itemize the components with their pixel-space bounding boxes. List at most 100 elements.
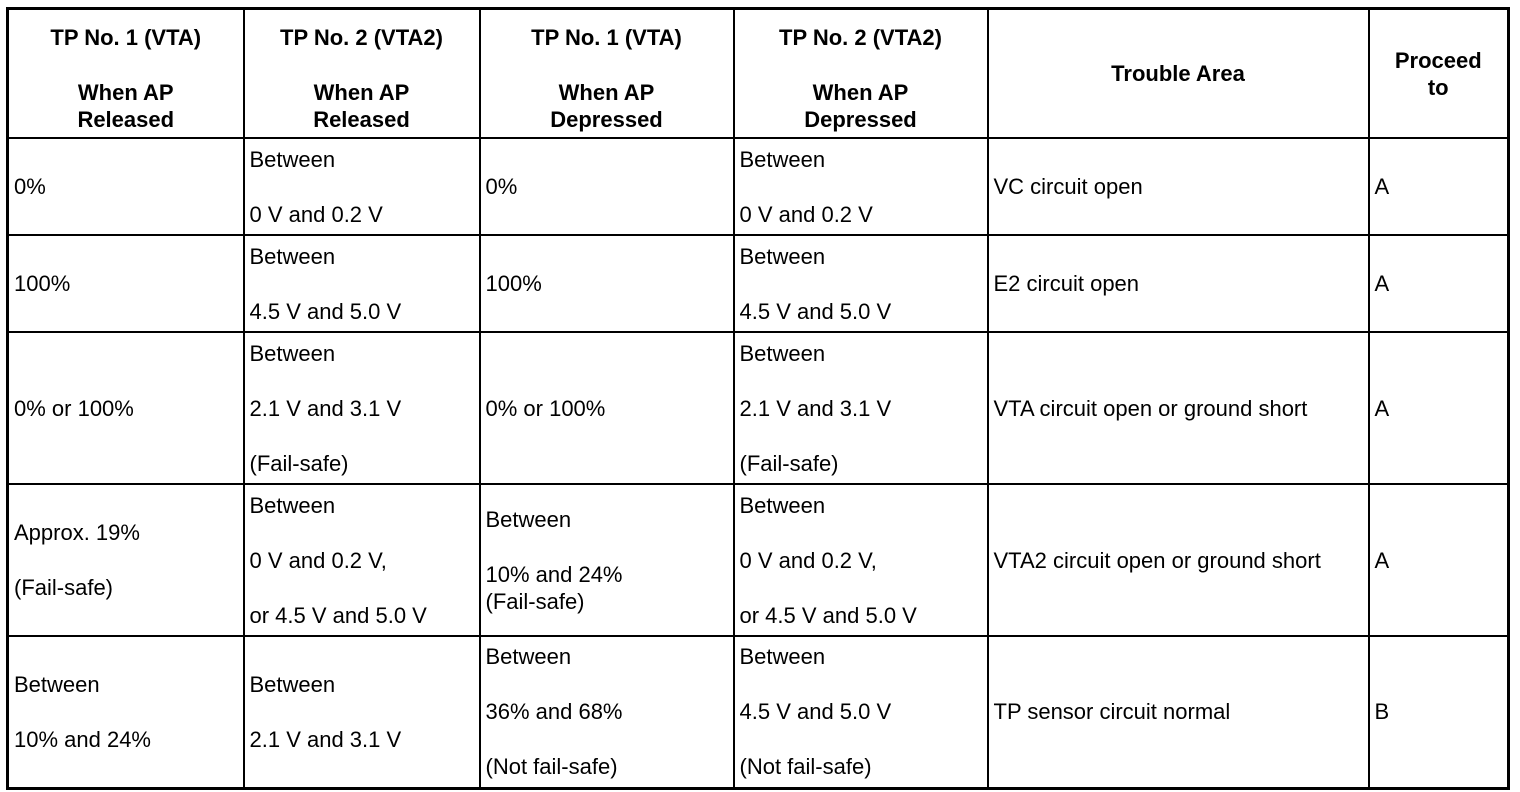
cell-line: Between (739, 644, 826, 670)
line-gap (740, 367, 982, 395)
cell-line: 0% or 100% (14, 395, 134, 421)
cell-tp2-depressed: Between 4.5 V and 5.0 V (732, 234, 989, 333)
cell-tp1-released: 0% (6, 137, 245, 236)
cell-line: (Fail-safe) (485, 588, 585, 614)
cell-line: Between (739, 340, 826, 366)
line-gap (250, 519, 474, 547)
line-gap (740, 725, 982, 753)
cell-line: 0 V and 0.2 V (249, 201, 383, 227)
header-tp2-released: TP No. 2 (VTA2) When AP Released (242, 7, 481, 139)
table-row: 0% Between 0 V and 0.2 V 0% Between 0 V … (6, 137, 1510, 236)
header-trouble-area: Trouble Area (986, 7, 1370, 139)
cell-line: 100% (485, 271, 542, 296)
line-gap (14, 546, 238, 574)
header-line: to (1427, 74, 1449, 100)
cell-proceed-to: A (1367, 234, 1510, 333)
cell-line: Between (249, 671, 336, 697)
cell-line: (Not fail-safe) (739, 754, 872, 780)
header-line: TP No. 1 (VTA) (50, 25, 202, 50)
cell-line: (Fail-safe) (14, 575, 114, 600)
cell-line: 0% or 100% (485, 395, 606, 421)
cell-tp2-depressed: Between 0 V and 0.2 V (732, 137, 989, 236)
table-row: Approx. 19% (Fail-safe) Between 0 V and … (6, 483, 1510, 637)
header-line: When AP (558, 80, 655, 105)
cell-line: Between (249, 492, 336, 518)
table-row: 0% or 100% Between 2.1 V and 3.1 V (Fail… (6, 331, 1510, 485)
cell-proceed-to: A (1367, 331, 1510, 485)
diagnostic-table: TP No. 1 (VTA) When AP Released TP No. 2… (6, 7, 1510, 790)
cell-line: 0 V and 0.2 V (739, 201, 873, 227)
line-gap (486, 533, 728, 561)
header-line: TP No. 1 (VTA) (531, 25, 682, 50)
cell-proceed-to: A (1367, 483, 1510, 637)
cell-line: (Fail-safe) (249, 450, 349, 476)
cell-line: 0% (485, 174, 518, 199)
cell-tp2-depressed: Between 0 V and 0.2 V, or 4.5 V and 5.0 … (732, 483, 989, 637)
cell-tp2-released: Between 4.5 V and 5.0 V (242, 234, 481, 333)
header-tp1-released: TP No. 1 (VTA) When AP Released (6, 7, 245, 139)
cell-line: Between (485, 644, 572, 670)
cell-line: 36% and 68% (485, 699, 623, 725)
header-spacer (14, 51, 238, 79)
cell-line: 0 V and 0.2 V, (249, 547, 387, 573)
header-spacer (740, 51, 982, 79)
line-gap (740, 670, 982, 698)
cell-line: 2.1 V and 3.1 V (249, 726, 402, 752)
cell-line: 4.5 V and 5.0 V (739, 699, 892, 725)
line-gap (486, 670, 728, 698)
cell-tp2-released: Between 0 V and 0.2 V, or 4.5 V and 5.0 … (242, 483, 481, 637)
line-gap (250, 270, 474, 298)
cell-line: Between (485, 506, 572, 532)
line-gap (250, 574, 474, 602)
cell-line: Between (249, 340, 336, 366)
cell-line: 0% (14, 174, 46, 199)
header-spacer (486, 51, 728, 79)
line-gap (250, 173, 474, 201)
header-line: Trouble Area (1111, 61, 1245, 86)
table-row: 100% Between 4.5 V and 5.0 V 100% Betwee… (6, 234, 1510, 333)
line-gap (740, 173, 982, 201)
cell-tp2-released: Between 2.1 V and 3.1 V (Fail-safe) (242, 331, 481, 485)
cell-tp2-released: Between 2.1 V and 3.1 V (242, 635, 481, 789)
cell-tp1-released: 0% or 100% (6, 331, 245, 485)
cell-line: Between (739, 146, 826, 172)
line-gap (486, 725, 728, 753)
line-gap (740, 519, 982, 547)
cell-line: (Fail-safe) (739, 450, 839, 476)
header-tp1-depressed: TP No. 1 (VTA) When AP Depressed (478, 7, 735, 139)
cell-trouble-area: VTA circuit open or ground short (986, 331, 1370, 485)
cell-line: or 4.5 V and 5.0 V (739, 602, 917, 628)
header-tp2-depressed: TP No. 2 (VTA2) When AP Depressed (732, 7, 989, 139)
cell-tp1-released: Between 10% and 24% (6, 635, 245, 789)
cell-line: 2.1 V and 3.1 V (739, 395, 892, 421)
header-line: Released (77, 107, 175, 132)
header-line: Proceed (1394, 47, 1482, 73)
cell-line: 4.5 V and 5.0 V (249, 298, 402, 324)
cell-tp2-released: Between 0 V and 0.2 V (242, 137, 481, 236)
cell-line: (Not fail-safe) (485, 754, 618, 780)
cell-line: Between (739, 492, 826, 518)
line-gap (14, 698, 238, 726)
cell-line: 2.1 V and 3.1 V (249, 395, 402, 421)
header-line: When AP (313, 80, 410, 105)
line-gap (740, 422, 982, 450)
header-line: TP No. 2 (VTA2) (280, 25, 443, 50)
table-row: Between 10% and 24% Between 2.1 V and 3.… (6, 635, 1510, 789)
cell-line: 10% and 24% (485, 561, 623, 587)
cell-line: Between (249, 146, 336, 172)
header-line: TP No. 2 (VTA2) (779, 25, 942, 50)
cell-tp1-depressed: 100% (478, 234, 735, 333)
line-gap (740, 574, 982, 602)
cell-tp1-released: Approx. 19% (Fail-safe) (6, 483, 245, 637)
cell-trouble-area: VC circuit open (986, 137, 1370, 236)
cell-tp2-depressed: Between 4.5 V and 5.0 V (Not fail-safe) (732, 635, 989, 789)
header-spacer (250, 51, 474, 79)
cell-trouble-area: VTA2 circuit open or ground short (986, 483, 1370, 637)
cell-tp1-released: 100% (6, 234, 245, 333)
header-line: Depressed (550, 107, 663, 132)
cell-trouble-area: TP sensor circuit normal (986, 635, 1370, 789)
line-gap (250, 698, 474, 726)
header-line: Released (313, 107, 410, 132)
header-row: TP No. 1 (VTA) When AP Released TP No. 2… (6, 7, 1510, 139)
cell-line: 4.5 V and 5.0 V (739, 298, 892, 324)
